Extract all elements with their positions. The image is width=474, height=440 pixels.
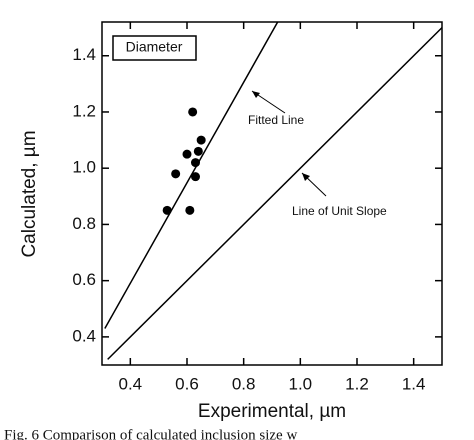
arrow-head [252,91,260,98]
y-tick-label: 0.6 [72,270,96,289]
x-tick-label: 1.0 [289,374,313,393]
annotation: Fitted Line [248,113,304,127]
x-tick-label: 0.8 [232,374,256,393]
x-axis-label: Experimental, µm [198,401,346,422]
arrow-head [302,173,310,181]
y-axis-label: Calculated, µm [19,130,40,257]
point [185,205,195,215]
x-tick-label: 0.4 [119,374,143,393]
plot-frame [101,21,443,366]
y-tick-label: 1.2 [72,101,96,120]
caption: Fig. 6 Comparison of calculated inclusio… [4,427,297,440]
annotation: Line of Unit Slope [292,204,387,218]
point [191,172,200,182]
x-tick-label: 1.2 [345,374,369,393]
annotation: Diameter [126,39,183,55]
y-tick-label: 0.8 [72,214,96,233]
line [104,21,279,329]
x-tick-label: 1.4 [402,374,426,393]
point [193,146,203,156]
annotation-box [112,35,197,61]
point [188,107,198,117]
y-tick-label: 1.0 [72,158,96,177]
point [196,135,206,145]
x-tick-label: 0.6 [175,374,199,393]
y-tick-label: 0.4 [72,326,96,345]
point [182,149,192,159]
line [107,27,443,360]
y-tick-label: 1.4 [72,45,96,64]
point [171,169,181,179]
